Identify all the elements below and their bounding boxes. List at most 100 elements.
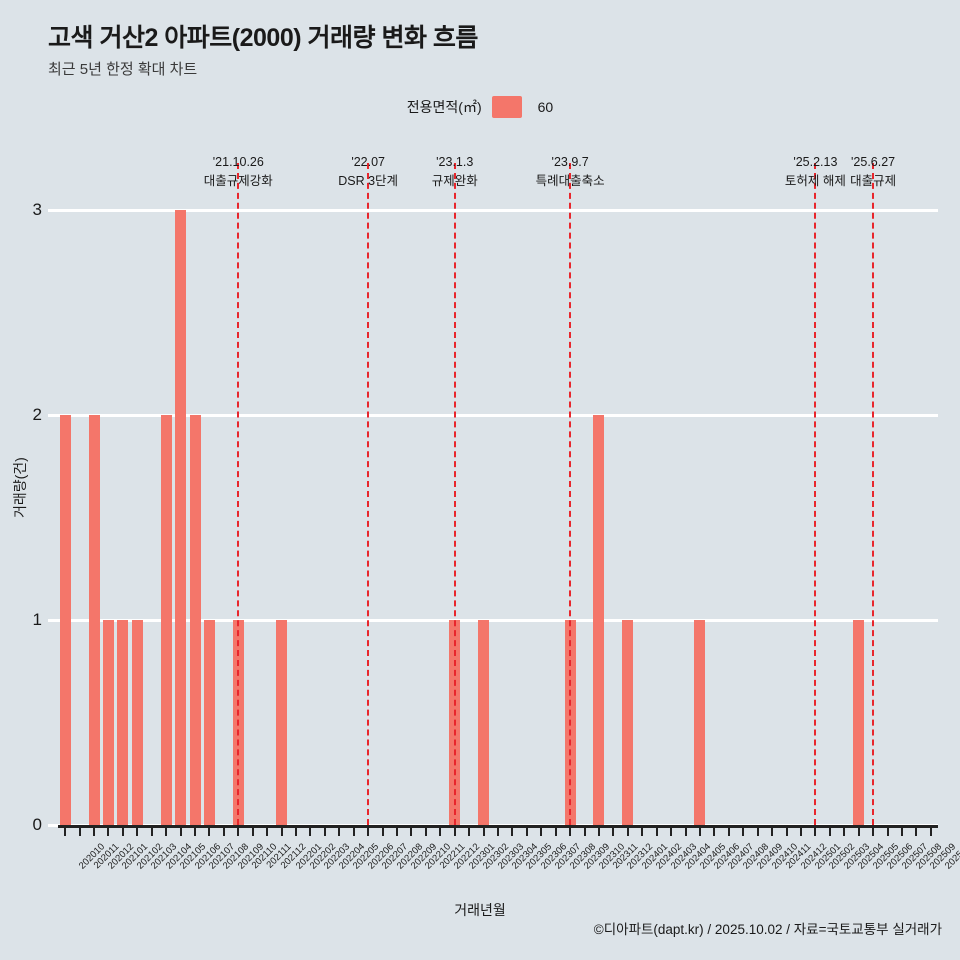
event-annotation-date: '23.1.3 [436, 155, 474, 169]
x-axis-tick [828, 825, 831, 836]
x-axis [48, 825, 948, 837]
event-line [569, 163, 572, 825]
bar[interactable] [622, 620, 634, 825]
event-annotation-date: '25.2.13 [793, 155, 838, 169]
x-axis-tick [295, 825, 298, 836]
y-axis-tick-label: 1 [32, 610, 42, 629]
x-axis-tick [771, 825, 774, 836]
bar[interactable] [88, 415, 100, 825]
x-axis-tick [525, 825, 528, 836]
x-axis-tick [93, 825, 96, 836]
x-axis-tick [424, 825, 427, 836]
x-axis-tick [684, 825, 687, 836]
x-axis-tick [727, 825, 730, 836]
x-axis-tick [569, 825, 572, 836]
event-line [814, 163, 817, 825]
bar[interactable] [478, 620, 490, 825]
x-axis-tick [121, 825, 124, 836]
bar[interactable] [175, 210, 187, 825]
gridline [48, 618, 938, 622]
event-annotation-label: 대출규제강화 [203, 174, 273, 189]
x-axis-tick [251, 825, 254, 836]
x-axis-tick [453, 825, 456, 836]
x-axis-tick [511, 825, 514, 836]
x-axis-tick [670, 825, 673, 836]
event-annotation-label: 특례대출축소 [535, 174, 605, 189]
x-axis-tick [266, 825, 269, 836]
x-axis-tick [886, 825, 889, 836]
legend-title: 전용면적(㎡) [406, 99, 482, 115]
x-axis-tick [482, 825, 485, 836]
event-annotation: '23.9.7 특례대출축소 [536, 153, 605, 192]
gridline [48, 208, 938, 212]
x-axis-tick [410, 825, 413, 836]
x-axis-tick [439, 825, 442, 836]
x-axis-tick [756, 825, 759, 836]
bar[interactable] [160, 415, 172, 825]
x-axis-tick [900, 825, 903, 836]
x-axis-tick [165, 825, 168, 836]
page-title: 고색 거산2 아파트(2000) 거래량 변화 흐름 [48, 24, 478, 52]
event-line [872, 163, 875, 825]
event-annotation: '23.1.3 규제완화 [432, 153, 478, 192]
x-axis-tick [323, 825, 326, 836]
event-annotation: '25.2.13 토허제 해제 [785, 153, 846, 192]
x-axis-tick [338, 825, 341, 836]
x-axis-tick [150, 825, 153, 836]
bar[interactable] [203, 620, 215, 825]
x-axis-tick [237, 825, 240, 836]
event-line [367, 163, 370, 825]
event-line [237, 163, 240, 825]
x-axis-tick [814, 825, 817, 836]
x-axis-tick [78, 825, 81, 836]
x-axis-tick [799, 825, 802, 836]
y-axis-tick-label: 3 [32, 200, 42, 219]
x-axis-tick [309, 825, 312, 836]
x-axis-tick [136, 825, 139, 836]
x-axis-tick [280, 825, 283, 836]
x-axis-tick [655, 825, 658, 836]
bar[interactable] [276, 620, 288, 825]
x-axis-tick [107, 825, 110, 836]
x-axis-tick [497, 825, 499, 836]
x-axis-tick [915, 825, 918, 836]
chart-subtitle: 최근 5년 한정 확대 차트 [48, 61, 198, 78]
x-axis-tick [540, 825, 543, 836]
event-annotation-date: '23.9.7 [551, 155, 589, 169]
legend-color-swatch [491, 96, 522, 118]
bar[interactable] [593, 415, 605, 825]
x-axis-tick [857, 825, 860, 836]
event-annotation-label: 토허제 해제 [784, 174, 846, 189]
event-annotation: '25.6.27 대출규제 [850, 153, 896, 192]
x-axis-tick [554, 825, 557, 836]
bar[interactable] [853, 620, 865, 825]
x-axis-tick [785, 825, 788, 836]
event-annotation-label: 대출규제 [850, 174, 897, 189]
x-axis-tick [612, 825, 615, 836]
bar[interactable] [131, 620, 143, 825]
gridline [48, 413, 938, 417]
x-axis-tick [626, 825, 629, 836]
y-axis-title: 거래량(건) [12, 457, 28, 518]
bar[interactable] [59, 415, 71, 825]
bar[interactable] [189, 415, 201, 825]
event-annotation-label: DSR 3단계 [338, 174, 399, 189]
x-axis-tick [381, 825, 384, 836]
x-axis-tick [929, 825, 932, 836]
x-axis-tick [352, 825, 355, 836]
event-annotation-date: '22.07 [351, 155, 385, 169]
bar[interactable] [102, 620, 114, 825]
event-annotation-date: '21.10.26 [212, 155, 264, 169]
x-axis-title: 거래년월 [454, 902, 506, 918]
event-annotation-label: 규제완화 [431, 174, 478, 189]
plot-area: 0 1 2 3 '21.10.26 대출규제강화 '22.07 DSR 3단계 '23.1.3… [33, 155, 938, 834]
x-axis-tick [698, 825, 701, 836]
bar[interactable] [694, 620, 706, 825]
y-axis-tick-label: 2 [32, 405, 42, 424]
bar[interactable] [117, 620, 129, 825]
x-axis-tick [194, 825, 197, 836]
event-annotation: '22.07 DSR 3단계 [338, 153, 398, 192]
x-axis-tick [222, 825, 225, 836]
x-axis-tick [208, 825, 211, 836]
event-annotation-date: '25.6.27 [851, 155, 896, 169]
